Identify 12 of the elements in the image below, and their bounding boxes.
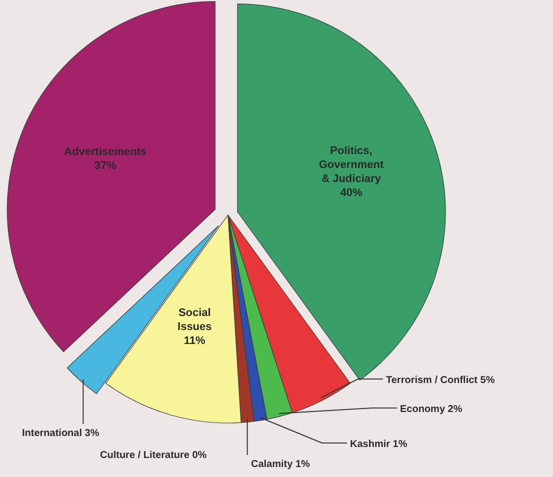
slice-label: Economy 2%	[400, 404, 462, 415]
slice-label: Politics, Government & Judiciary	[318, 144, 384, 185]
slice-label: Terrorism / Conflict 5%	[386, 375, 495, 386]
data-label: 40%	[340, 186, 362, 199]
slice-label: Advertisements	[64, 146, 147, 158]
data-label: 11%	[184, 334, 206, 347]
data-label: 37%	[94, 160, 117, 172]
slice-label: Kashmir 1%	[350, 439, 408, 450]
slice-label: Social Issues	[178, 306, 212, 333]
slice-label: Calamity 1%	[251, 459, 310, 470]
slice-label: International 3%	[22, 428, 100, 439]
category-label: Culture / Literature 0%	[100, 450, 207, 461]
